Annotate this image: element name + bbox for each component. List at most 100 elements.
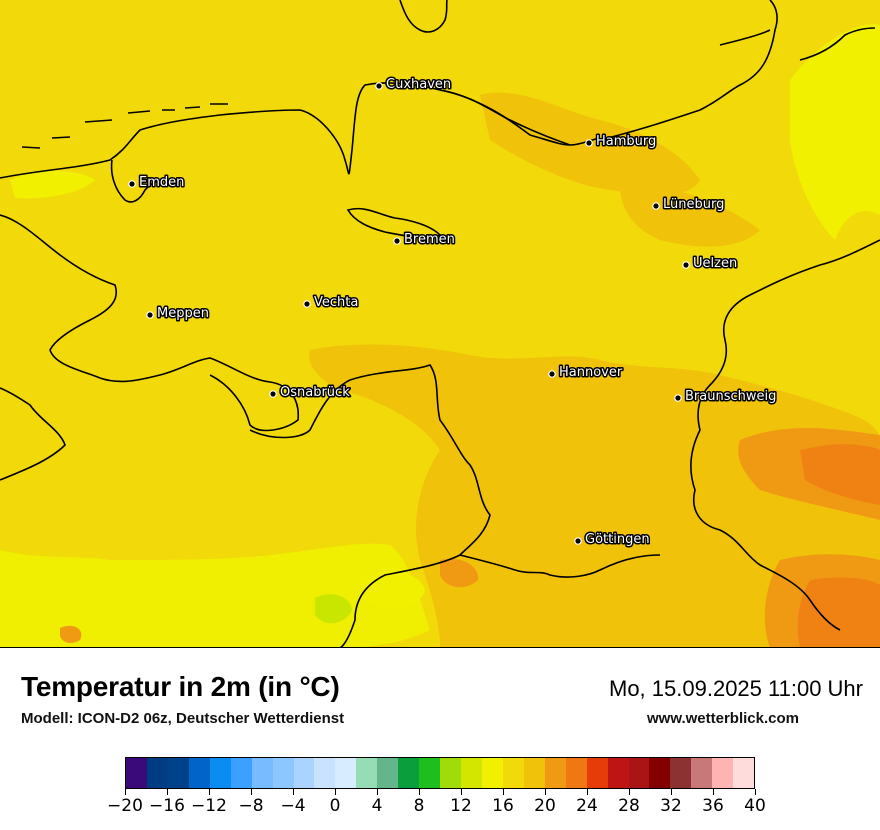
legend-tick [208, 789, 210, 795]
legend-tick-label: 8 [413, 796, 425, 816]
legend-swatch [607, 758, 629, 788]
city-label: Hannover [559, 365, 623, 380]
color-scale-ticks: −20 −16 −12 −8 −4 0 4 8 12 16 20 24 28 32 36 40 [107, 789, 766, 829]
color-scale-legend [125, 757, 755, 789]
city-label: Lüneburg [663, 197, 724, 212]
city-label: Vechta [314, 295, 358, 310]
city-label: Bremen [404, 232, 455, 247]
city-label: Cuxhaven [386, 77, 451, 92]
city-dot [146, 311, 154, 319]
legend-tick [376, 789, 378, 795]
legend-tick-label: 16 [492, 796, 514, 816]
legend-swatch [670, 758, 692, 788]
legend-swatch [565, 758, 587, 788]
ems-estuary [110, 159, 161, 203]
city-label: Göttingen [585, 532, 650, 547]
city-cuxhaven: Cuxhaven [375, 76, 453, 94]
legend-tick-label: 28 [618, 796, 640, 816]
model-subtitle: Modell: ICON-D2 06z, Deutscher Wetterdie… [21, 710, 345, 727]
legend-tick [250, 789, 252, 795]
temperature-map[interactable]: Cuxhaven Hamburg Emden Lüneburg Bremen Uelzen… [0, 0, 880, 648]
legend-tick-label: 36 [702, 796, 724, 816]
city-dot [682, 261, 690, 269]
legend-swatch [230, 758, 252, 788]
legend-tick-label: −8 [238, 796, 264, 816]
city-dot [303, 300, 311, 308]
city-label: Uelzen [693, 256, 737, 271]
temperature-zones-dark-orange [797, 444, 880, 647]
city-dot [574, 537, 582, 545]
legend-swatch [440, 758, 461, 788]
legend-tick [754, 789, 756, 795]
legend-swatch [209, 758, 231, 788]
legend-tick-label: 20 [534, 796, 556, 816]
city-osnabrück: Osnabrück [269, 384, 352, 402]
border-east-saxony-anhalt [690, 239, 880, 631]
coastlines-and-borders [0, 0, 880, 647]
legend-swatch [356, 758, 378, 788]
legend-swatch [167, 758, 189, 788]
legend-swatch [712, 758, 734, 788]
city-label: Hamburg [596, 134, 656, 149]
city-dot [393, 237, 401, 245]
legend-swatch [502, 758, 524, 788]
legend-swatch [523, 758, 545, 788]
legend-swatch [628, 758, 650, 788]
city-lüneburg: Lüneburg [652, 196, 726, 214]
legend-tick-label: 32 [660, 796, 682, 816]
legend-tick [124, 789, 126, 795]
legend-tick-label: 12 [450, 796, 472, 816]
legend-swatch [586, 758, 608, 788]
map-canvas: Cuxhaven Hamburg Emden Lüneburg Bremen Uelzen… [0, 0, 880, 647]
legend-swatch [251, 758, 273, 788]
islands-1 [21, 103, 228, 149]
legend-swatch [335, 758, 357, 788]
legend-tick [712, 789, 714, 795]
website-link[interactable]: www.wetterblick.com [647, 710, 799, 727]
legend-tick [460, 789, 462, 795]
legend-tick-label: 0 [329, 796, 341, 816]
border-west-netherlands [0, 214, 299, 432]
legend-swatch [733, 758, 755, 788]
legend-swatch [272, 758, 294, 788]
border-mecklenburg [599, 0, 778, 141]
legend-swatch [377, 758, 399, 788]
legend-tick-label: 24 [576, 796, 598, 816]
legend-tick [502, 789, 504, 795]
city-dot [128, 180, 136, 188]
legend-swatch [544, 758, 566, 788]
city-markers: Cuxhaven Hamburg Emden Lüneburg Bremen Uelzen… [128, 76, 778, 549]
city-dot [652, 202, 660, 210]
legend-tick [418, 789, 420, 795]
legend-swatch [126, 758, 147, 788]
city-dot [548, 370, 556, 378]
legend-swatch [691, 758, 713, 788]
city-bremen: Bremen [393, 231, 456, 249]
city-dot [674, 394, 682, 402]
city-hamburg: Hamburg [585, 133, 658, 151]
legend-swatch [398, 758, 420, 788]
city-label: Emden [139, 175, 184, 190]
legend-tick-label: −4 [280, 796, 306, 816]
legend-swatch [314, 758, 336, 788]
legend-tick-label: −12 [191, 796, 227, 816]
city-dot [269, 390, 277, 398]
legend-tick-label: 40 [744, 796, 766, 816]
border-north-hamburg [399, 0, 448, 33]
legend-swatch [461, 758, 482, 788]
city-emden: Emden [128, 174, 186, 192]
city-vechta: Vechta [303, 294, 360, 312]
city-dot [585, 139, 593, 147]
weser-estuary [346, 207, 442, 238]
legend-tick [334, 789, 336, 795]
city-uelzen: Uelzen [682, 255, 739, 273]
legend-swatch [293, 758, 315, 788]
city-göttingen: Göttingen [574, 531, 651, 549]
legend-tick [628, 789, 630, 795]
city-label: Osnabrück [280, 385, 350, 400]
legend-tick [544, 789, 546, 795]
legend-tick-label: −16 [149, 796, 185, 816]
legend-swatch [188, 758, 210, 788]
legend-tick [166, 789, 168, 795]
border-south-hesse [459, 554, 661, 578]
